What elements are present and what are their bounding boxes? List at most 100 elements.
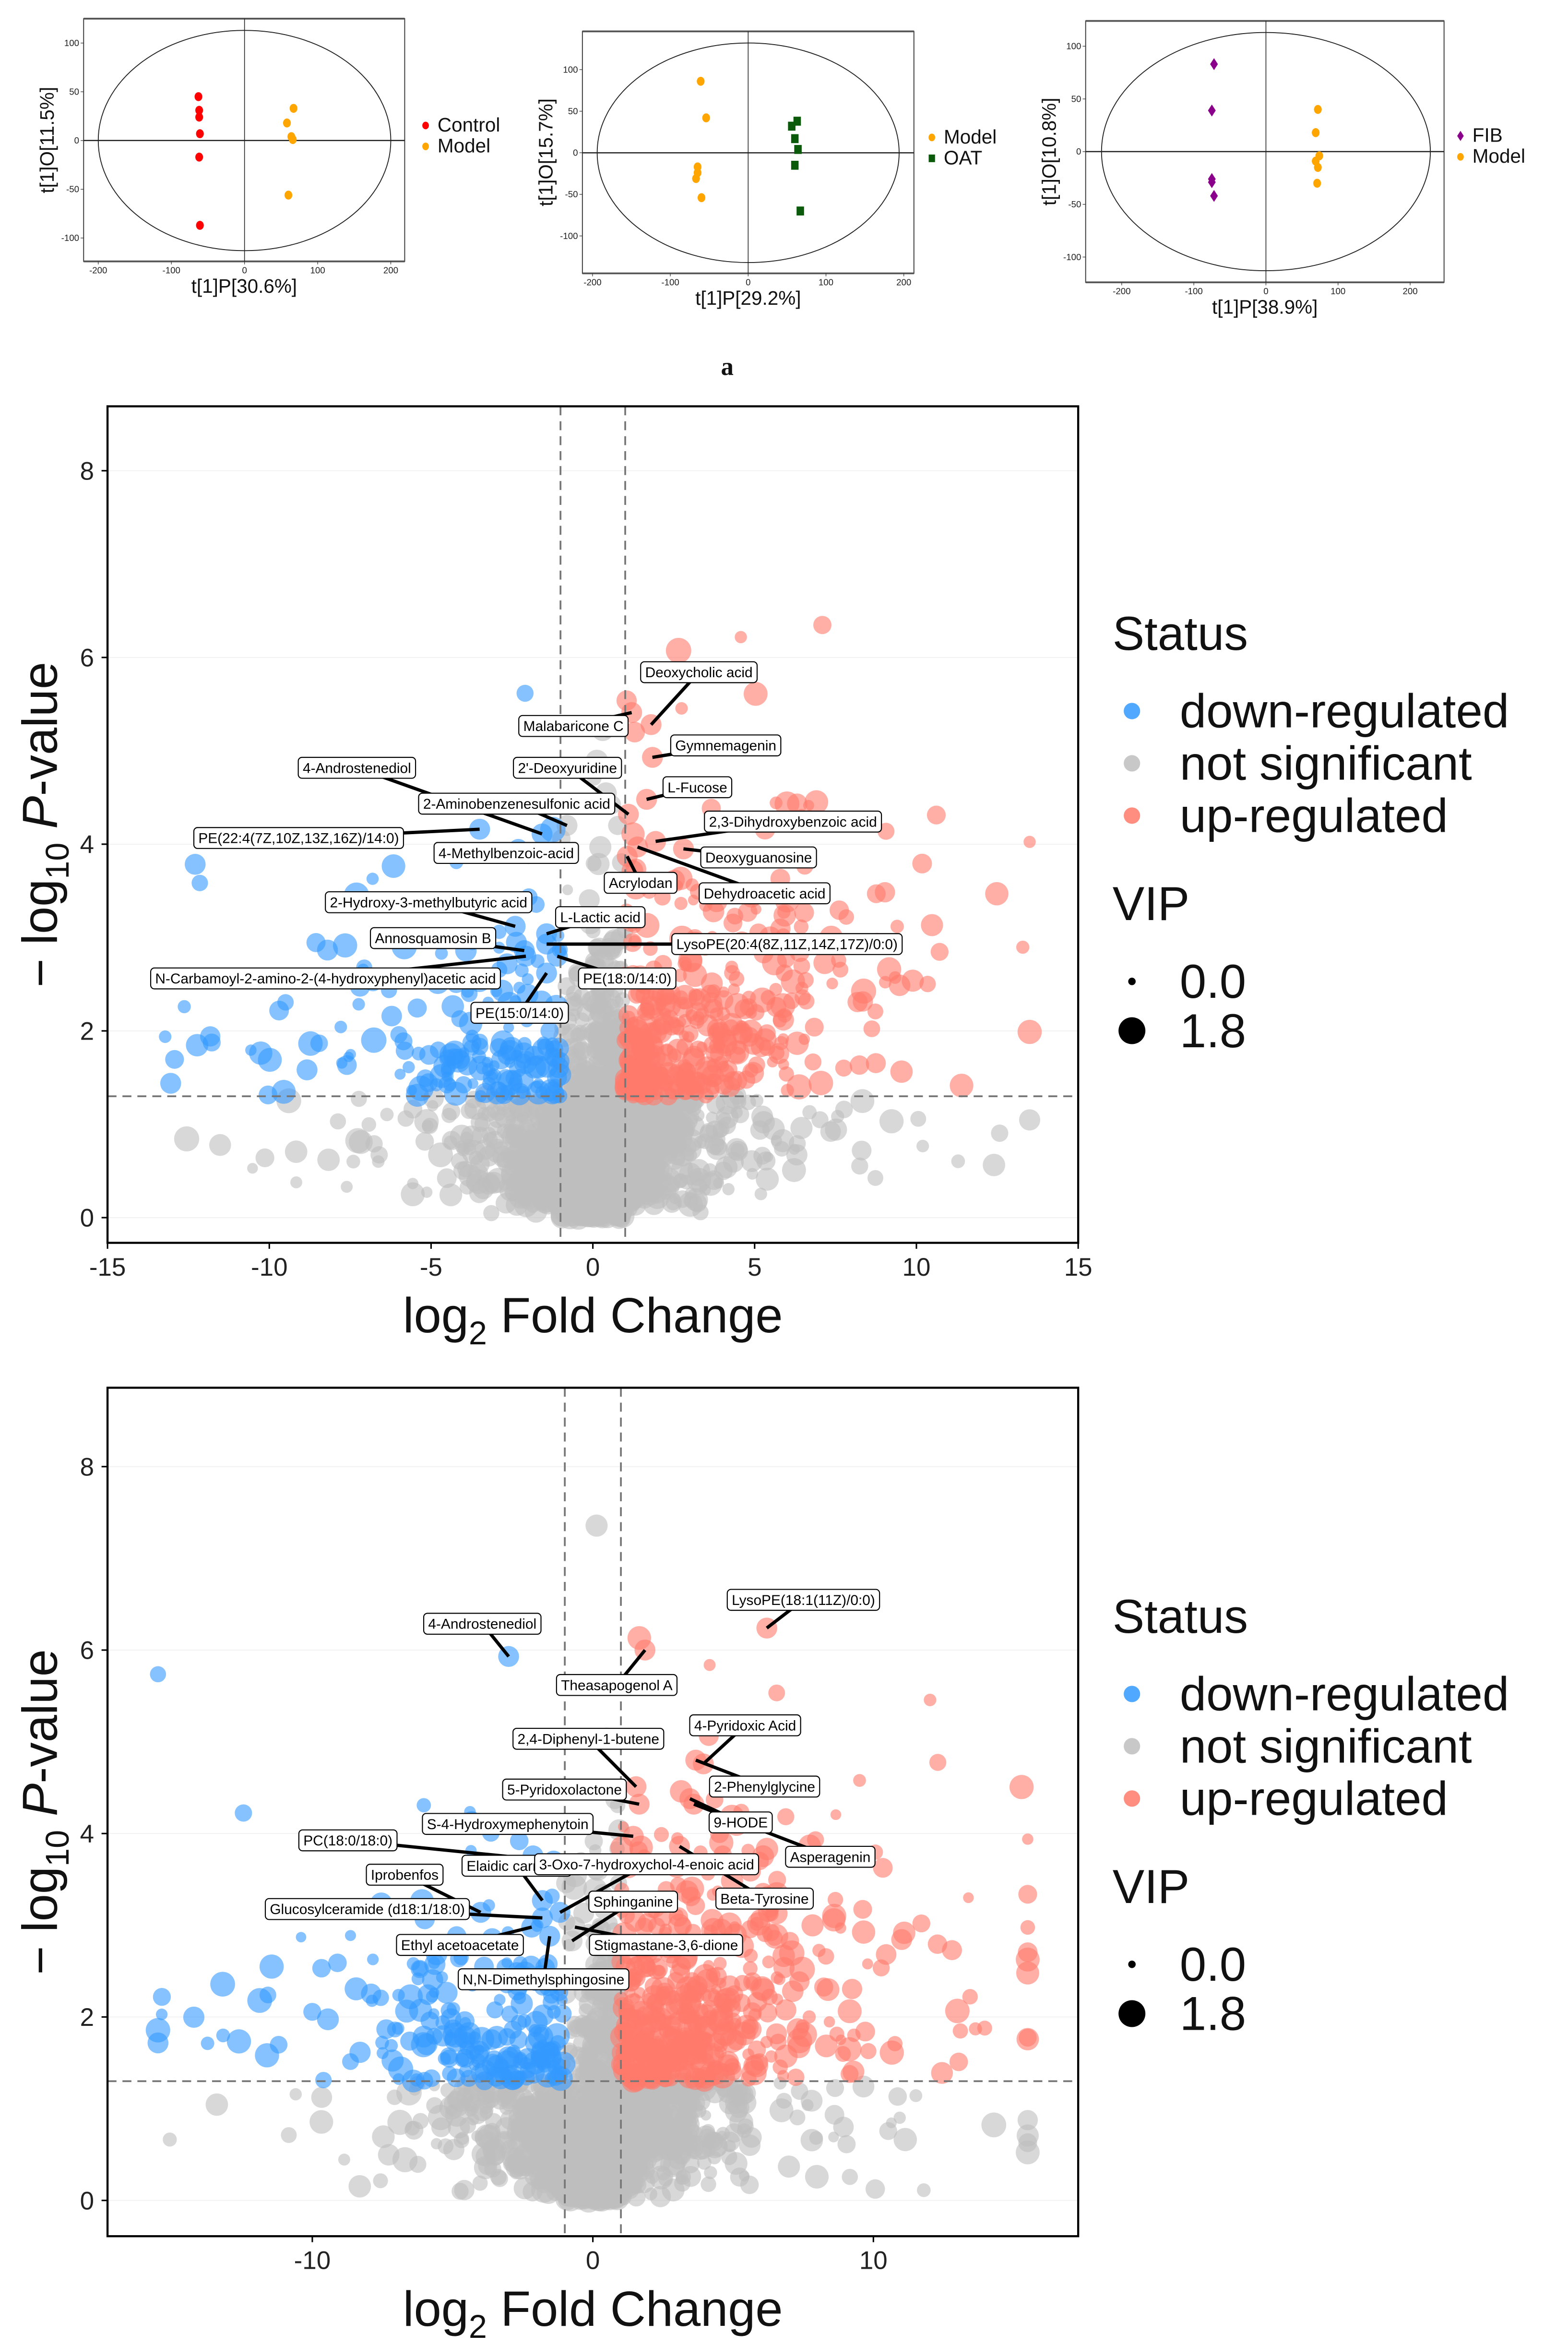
label-box: [604, 872, 678, 894]
point-up: [890, 1060, 913, 1083]
point-ns: [662, 2178, 685, 2202]
point-ns: [774, 1141, 790, 1157]
point-ns: [439, 1183, 463, 1207]
point-ns: [401, 1182, 425, 1207]
point-up: [804, 1053, 822, 1071]
point-ns: [587, 1102, 610, 1125]
point-down: [245, 1044, 257, 1056]
metabolite-label: 4-Androstenediol: [297, 756, 416, 779]
pca-point-model: [1313, 179, 1321, 188]
point-up: [927, 805, 946, 825]
point-ns: [473, 1177, 494, 1199]
point-down: [406, 1085, 417, 1096]
point-ns: [638, 1165, 658, 1185]
point-ns: [568, 1055, 588, 1075]
point-down: [349, 2042, 371, 2063]
point-ns: [837, 2135, 856, 2154]
point-up: [725, 960, 738, 974]
point-up: [793, 958, 810, 975]
x-tick-label: -5: [420, 1253, 442, 1281]
pca-point-oat: [791, 160, 799, 170]
metabolite-label: PE(18:0/14:0): [578, 967, 677, 990]
y-tick-label: 50: [568, 106, 578, 116]
point-down: [522, 973, 534, 985]
point-up: [667, 1048, 682, 1063]
legend-vip-title: VIP: [1113, 877, 1190, 931]
point-ns: [691, 1178, 708, 1195]
point-ns: [584, 2083, 605, 2104]
metabolite-label: LysoPE(20:4(8Z,11Z,14Z,17Z)/0:0): [671, 933, 903, 955]
metabolite-label: Deoxycholic acid: [640, 661, 758, 683]
point-down: [443, 1078, 457, 1091]
point-down: [367, 1953, 379, 1965]
point-up: [728, 971, 745, 987]
point-ns: [756, 1167, 779, 1191]
point-down: [337, 1055, 357, 1075]
point-down: [412, 1961, 428, 1976]
point-down: [315, 2071, 332, 2089]
point-up: [619, 1020, 636, 1037]
pca-point-control: [195, 112, 203, 122]
point-ns: [591, 2167, 602, 2178]
y-tick-label: 0: [1076, 146, 1081, 156]
point-ns: [916, 1139, 929, 1152]
x-tick-label: -200: [583, 277, 601, 287]
point-up: [805, 1017, 824, 1037]
label-box: [699, 882, 831, 905]
point-ns: [579, 889, 600, 910]
point-ns: [483, 2138, 507, 2162]
label-text: LysoPE(20:4(8Z,11Z,14Z,17Z)/0:0): [677, 937, 898, 953]
point-ns: [722, 1183, 735, 1196]
point-up: [678, 1063, 696, 1081]
point-ns: [981, 2112, 1007, 2138]
point-down: [186, 1034, 209, 1057]
y-axis-title-part: P: [12, 796, 67, 829]
point-ns: [579, 2003, 593, 2018]
x-tick-label: 5: [748, 1253, 761, 1281]
label-box: [671, 933, 903, 955]
point-ns: [578, 2114, 597, 2133]
hotelling-ellipse: [1101, 32, 1431, 272]
point-ns: [472, 2175, 488, 2191]
point-ns: [852, 1140, 872, 1161]
y-tick-label: 100: [563, 64, 578, 74]
point-ns: [485, 2113, 502, 2130]
x-tick-label: 100: [819, 277, 833, 287]
point-down: [255, 2043, 279, 2068]
label-text: Malabaricone C: [523, 718, 624, 734]
point-ns: [596, 2070, 618, 2091]
point-ns: [951, 1154, 965, 1168]
point-ns: [480, 2102, 493, 2115]
label-text: L-Lactic acid: [560, 910, 641, 926]
point-ns: [893, 2128, 917, 2152]
point-ns: [835, 1101, 853, 1118]
point-up: [685, 1002, 709, 1026]
point-ns: [528, 2099, 547, 2119]
point-down: [535, 1055, 558, 1078]
point-up: [624, 721, 645, 742]
point-up: [754, 1028, 777, 1051]
point-ns: [346, 1154, 360, 1169]
y-tick-label: -100: [61, 233, 79, 243]
legend-label: Model: [1473, 145, 1525, 167]
point-down: [419, 1045, 439, 1065]
point-up: [930, 943, 949, 961]
y-tick-label: -50: [1068, 199, 1081, 209]
point-ns: [330, 1113, 346, 1130]
hotelling-ellipse: [596, 42, 900, 263]
point-ns: [380, 1108, 394, 1122]
x-tick-label: 15: [1064, 1253, 1093, 1281]
point-ns: [533, 1155, 550, 1173]
point-ns: [285, 1140, 308, 1163]
point-ns: [654, 1117, 666, 1129]
point-down: [540, 1021, 559, 1040]
point-ns: [532, 1141, 546, 1155]
point-up: [684, 1081, 702, 1098]
point-ns: [865, 2179, 885, 2199]
point-ns: [392, 2147, 418, 2173]
point-ns: [491, 2170, 508, 2187]
label-text: L-Fucose: [667, 780, 727, 796]
point-ns: [634, 1107, 654, 1127]
point-down: [226, 2029, 251, 2054]
point-down: [513, 981, 525, 994]
